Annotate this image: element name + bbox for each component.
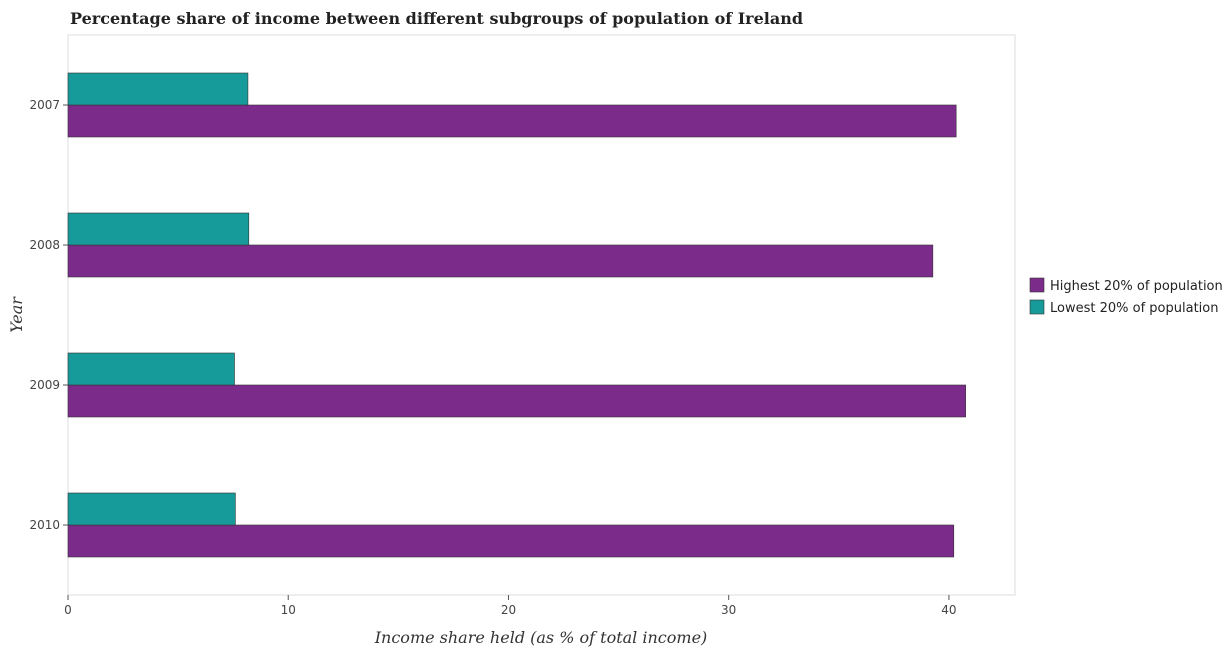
y-axis-label: Year bbox=[7, 296, 26, 333]
x-tick-label: 10 bbox=[281, 603, 296, 617]
x-axis-ticks: 0 10 20 30 40 bbox=[64, 595, 957, 617]
chart-title: Percentage share of income between diffe… bbox=[70, 9, 803, 28]
bar-highest-2008 bbox=[67, 244, 934, 278]
legend-swatch-highest bbox=[1029, 277, 1045, 293]
y-axis-ticks: 2007 2008 2009 2010 bbox=[29, 98, 68, 532]
bar-lowest-2008 bbox=[67, 212, 250, 246]
bar-highest-2010 bbox=[67, 524, 955, 558]
y-tick-label: 2009 bbox=[29, 378, 60, 392]
bar-lowest-2010 bbox=[67, 492, 236, 526]
legend: Highest 20% of population Lowest 20% of p… bbox=[1029, 277, 1222, 316]
x-tick-label: 0 bbox=[64, 603, 72, 617]
bar-lowest-2009 bbox=[67, 352, 235, 386]
bars-group bbox=[67, 72, 966, 558]
bar-lowest-2007 bbox=[67, 72, 249, 106]
legend-label-lowest: Lowest 20% of population bbox=[1050, 301, 1218, 316]
bar-highest-2009 bbox=[67, 384, 966, 418]
x-tick-label: 30 bbox=[721, 603, 736, 617]
legend-swatch-lowest bbox=[1029, 299, 1045, 315]
y-tick-label: 2007 bbox=[29, 98, 60, 112]
y-tick-label: 2010 bbox=[29, 518, 60, 532]
x-tick-label: 40 bbox=[941, 603, 956, 617]
legend-label-highest: Highest 20% of population bbox=[1050, 279, 1222, 294]
x-axis-label: Income share held (as % of total income) bbox=[374, 628, 708, 647]
x-tick-label: 20 bbox=[501, 603, 516, 617]
y-tick-label: 2008 bbox=[29, 238, 60, 252]
bar-highest-2007 bbox=[67, 104, 957, 138]
